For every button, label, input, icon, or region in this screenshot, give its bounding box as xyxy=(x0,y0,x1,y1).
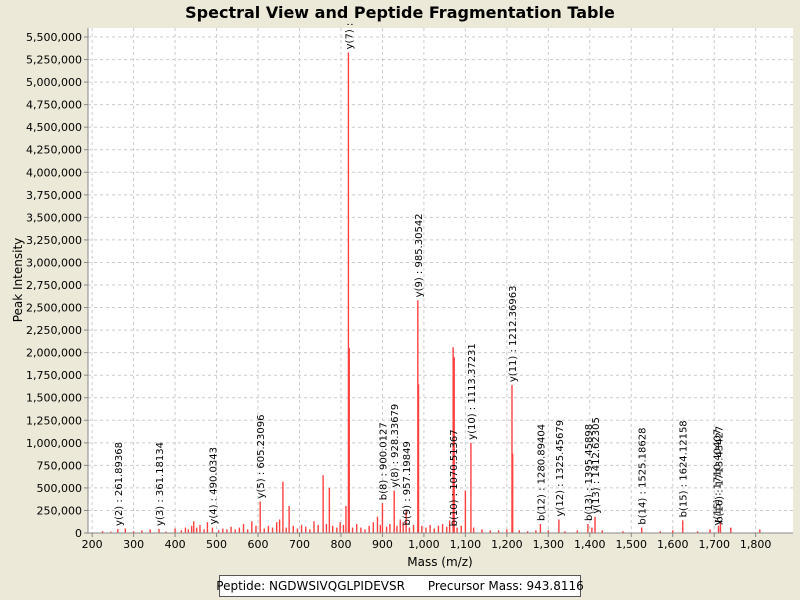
peak-annotation: y(11) : 1212.36963 xyxy=(508,285,519,382)
x-tick-label: 1,600 xyxy=(657,538,689,551)
peptide-sequence: NGDWSIVQGLPIDEVSR xyxy=(269,579,405,593)
peptide-label: Peptide: xyxy=(216,579,266,593)
x-tick-label: 1,800 xyxy=(740,538,772,551)
peak-annotation: y(2) : 261.89368 xyxy=(114,442,125,526)
chart-title: Spectral View and Peptide Fragmentation … xyxy=(185,3,615,22)
x-tick-label: 1,200 xyxy=(491,538,523,551)
y-tick-label: 0 xyxy=(75,527,82,540)
x-tick-label: 900 xyxy=(372,538,393,551)
y-tick-label: 4,750,000 xyxy=(26,99,82,112)
grid-lines xyxy=(88,28,793,534)
peak-annotation: b(14) : 1525.18628 xyxy=(638,428,649,525)
peak-annotation: y(3) : 361.18134 xyxy=(155,442,166,526)
y-tick-label: 3,000,000 xyxy=(26,256,82,269)
peak-annotation: y(9) : 985.30542 xyxy=(414,213,425,297)
x-tick-label: 600 xyxy=(248,538,269,551)
precursor-mass-label: Precursor Mass: xyxy=(427,579,523,593)
x-axis-label: Mass (m/z) xyxy=(407,555,472,569)
x-tick-label: 500 xyxy=(206,538,227,551)
peak-annotation: y(12) : 1325.45679 xyxy=(555,420,566,517)
spectrum-chart: y(2) : 261.89368 y(3) : 361.18134 y(4) : 4… xyxy=(11,23,793,569)
peak-annotation: y(8) : 928.33679 xyxy=(390,404,401,488)
y-tick-label: 4,000,000 xyxy=(26,166,82,179)
y-tick-label: 500,000 xyxy=(37,482,83,495)
peak-annotation: b(16) : 1713.43427 xyxy=(715,426,726,523)
x-tick-label: 1,000 xyxy=(408,538,440,551)
y-tick-label: 2,000,000 xyxy=(26,347,82,360)
peak-annotation: b(12) : 1280.89404 xyxy=(536,424,547,521)
y-tick-label: 2,250,000 xyxy=(26,324,82,337)
peak-annotation: y(15) : 1710.40407 xyxy=(713,429,724,526)
peak-annotation: y(13) : 1412.62305 xyxy=(591,417,602,514)
x-tick-label: 800 xyxy=(330,538,351,551)
y-tick-label: 5,500,000 xyxy=(26,31,82,44)
y-tick-label: 1,250,000 xyxy=(26,414,82,427)
y-tick-label: 4,250,000 xyxy=(26,144,82,157)
peak-annotation: y(5) : 605.23096 xyxy=(256,415,267,499)
x-axis-ticks: 200 300 400 500 600 700 800 900 1,000 1,100 1,200 1… xyxy=(82,533,772,551)
y-tick-label: 3,750,000 xyxy=(26,189,82,202)
peak-annotation: y(7) : xyxy=(344,23,355,50)
y-tick-label: 1,500,000 xyxy=(26,392,82,405)
x-tick-label: 400 xyxy=(165,538,186,551)
peak-annotation: y(4) : 490.0343 xyxy=(208,447,219,525)
x-tick-label: 1,700 xyxy=(698,538,730,551)
y-tick-label: 1,750,000 xyxy=(26,369,82,382)
precursor-mass-value: 943.8116 xyxy=(526,579,584,593)
y-tick-label: 5,250,000 xyxy=(26,54,82,67)
x-tick-label: 200 xyxy=(82,538,103,551)
y-axis-label: Peak Intensity xyxy=(11,238,25,323)
y-tick-label: 3,500,000 xyxy=(26,211,82,224)
peak-annotation: b(15) : 1624.12158 xyxy=(679,420,690,517)
y-tick-label: 5,000,000 xyxy=(26,76,82,89)
peak-annotation: b(8) : 900.0127 xyxy=(378,422,389,500)
x-tick-label: 700 xyxy=(289,538,310,551)
y-tick-label: 750,000 xyxy=(37,459,83,472)
peak-annotation: b(9) : 957.19849 xyxy=(402,441,413,525)
x-tick-label: 1,100 xyxy=(450,538,482,551)
peak-annotation: b(10) : 1070.51367 xyxy=(449,429,460,526)
x-tick-label: 1,300 xyxy=(533,538,565,551)
y-tick-label: 2,500,000 xyxy=(26,302,82,315)
peak-annotation: y(10) : 1113.37231 xyxy=(467,343,478,440)
x-tick-label: 1,500 xyxy=(616,538,648,551)
y-tick-label: 2,750,000 xyxy=(26,279,82,292)
peptide-legend: Peptide: NGDWSIVQGLPIDEVSR Precursor Mas… xyxy=(216,575,584,597)
y-axis-ticks: 0 250,000 500,000 750,000 1,000,000 1,250,000… xyxy=(26,31,88,540)
peak-annotations: y(2) : 261.89368 y(3) : 361.18134 y(4) : 4… xyxy=(114,23,726,527)
y-tick-label: 1,000,000 xyxy=(26,437,82,450)
y-tick-label: 3,250,000 xyxy=(26,234,82,247)
x-tick-label: 300 xyxy=(123,538,144,551)
plot-background xyxy=(88,28,793,533)
y-tick-label: 4,500,000 xyxy=(26,121,82,134)
peak-annotation: b(13) : 1395.45898 xyxy=(584,424,595,521)
y-tick-label: 250,000 xyxy=(37,504,83,517)
x-tick-label: 1,400 xyxy=(574,538,606,551)
